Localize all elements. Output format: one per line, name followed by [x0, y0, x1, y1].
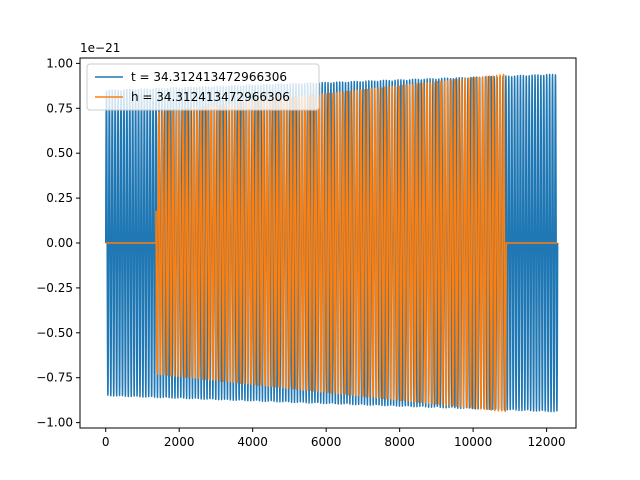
x-tick-label: 6000 — [311, 435, 342, 449]
legend-label: h = 34.312413472966306 — [131, 90, 290, 104]
x-tick-label: 4000 — [237, 435, 268, 449]
y-tick-label: −0.50 — [36, 326, 73, 340]
y-tick-label: −0.75 — [36, 371, 73, 385]
x-tick-label: 8000 — [384, 435, 415, 449]
x-tick-label: 0 — [102, 435, 110, 449]
y-tick-label: −0.25 — [36, 281, 73, 295]
series-layer — [104, 73, 559, 413]
series-line — [105, 73, 558, 413]
y-tick-label: 1.00 — [46, 56, 73, 70]
y-offset-label: 1e−21 — [80, 41, 120, 55]
x-tick-label: 10000 — [454, 435, 492, 449]
y-tick-label: 0.00 — [46, 236, 73, 250]
legend: t = 34.312413472966306 h = 34.31241347296… — [86, 63, 320, 111]
legend-label: t = 34.312413472966306 — [131, 70, 287, 84]
x-tick-label: 2000 — [164, 435, 195, 449]
x-tick-label: 12000 — [528, 435, 566, 449]
y-tick-label: 0.50 — [46, 146, 73, 160]
legend-box — [86, 63, 320, 111]
y-axis: −1.00 −0.75 −0.50 −0.25 0.00 0.25 0.50 0.75 1.00 — [36, 56, 80, 430]
y-tick-label: 0.75 — [46, 101, 73, 115]
x-axis: 0 2000 4000 6000 8000 10000 12000 — [102, 428, 566, 449]
y-tick-label: −1.00 — [36, 416, 73, 430]
y-tick-label: 0.25 — [46, 191, 73, 205]
